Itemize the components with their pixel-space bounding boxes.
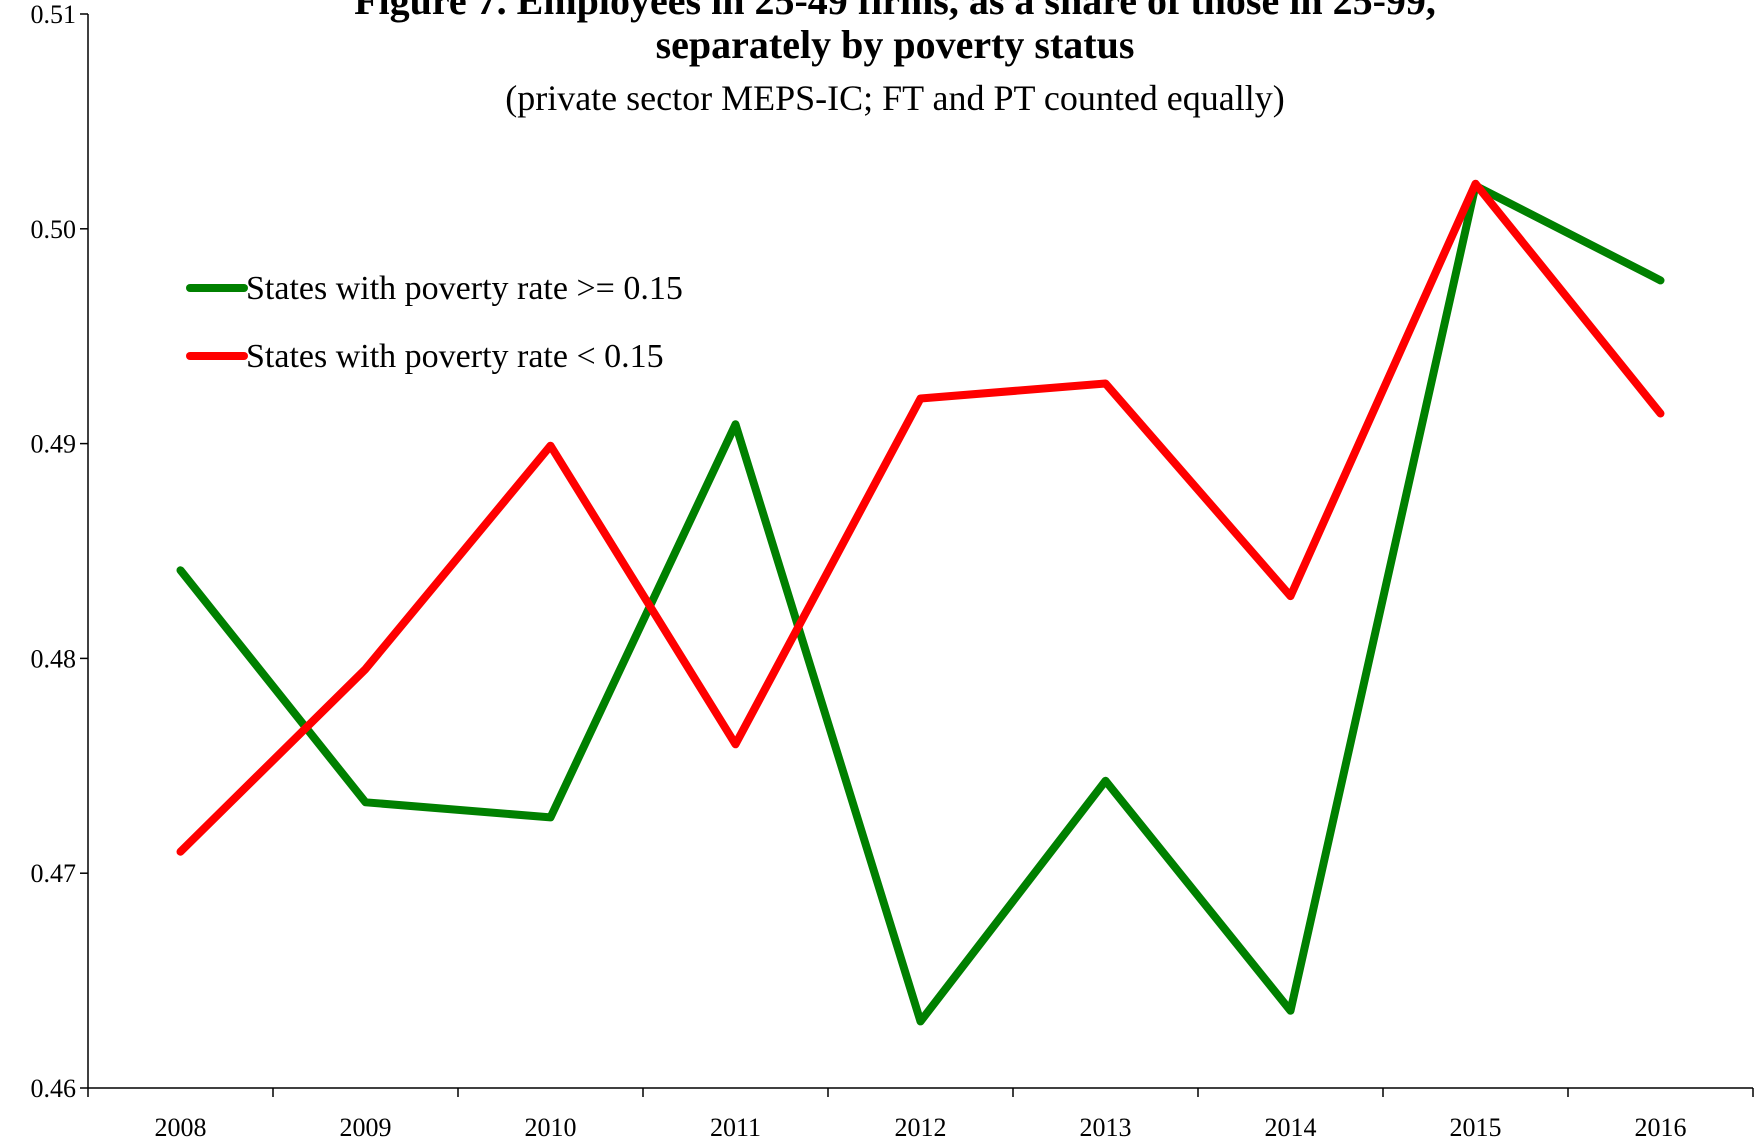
x-tick-label: 2008 — [155, 1113, 207, 1142]
y-tick-label: 0.50 — [31, 215, 77, 244]
x-tick-label: 2009 — [340, 1113, 392, 1142]
series-line-0 — [176, 181, 1665, 1026]
x-tick-label: 2012 — [895, 1113, 947, 1142]
x-tick-label: 2010 — [525, 1113, 577, 1142]
axes: 0.46 0.47 0.48 0.49 0.50 0.51 2008 2009 2010 2011… — [31, 0, 1754, 1142]
chart-subtitle: (private sector MEPS-IC; FT and PT count… — [505, 78, 1285, 118]
legend-label-high-poverty: States with poverty rate >= 0.15 — [246, 270, 683, 307]
y-tick-label: 0.46 — [31, 1074, 77, 1103]
legend-label-low-poverty: States with poverty rate < 0.15 — [246, 338, 664, 375]
x-tick-label: 2011 — [710, 1113, 761, 1142]
series-layer — [176, 179, 1665, 1026]
y-tick-label: 0.49 — [31, 430, 77, 459]
y-tick-label: 0.47 — [31, 859, 77, 888]
x-tick-label: 2016 — [1635, 1113, 1687, 1142]
x-tick-label: 2015 — [1450, 1113, 1502, 1142]
x-tick-label: 2013 — [1080, 1113, 1132, 1142]
legend: States with poverty rate >= 0.15 States … — [186, 270, 683, 375]
y-tick-label: 0.48 — [31, 644, 77, 673]
y-tick-label: 0.51 — [31, 0, 77, 29]
chart-title-line1: Figure 7. Employees in 25-49 firms, as a… — [354, 0, 1436, 23]
chart-title-line2: separately by poverty status — [656, 22, 1135, 67]
x-tick-label: 2014 — [1265, 1113, 1317, 1142]
